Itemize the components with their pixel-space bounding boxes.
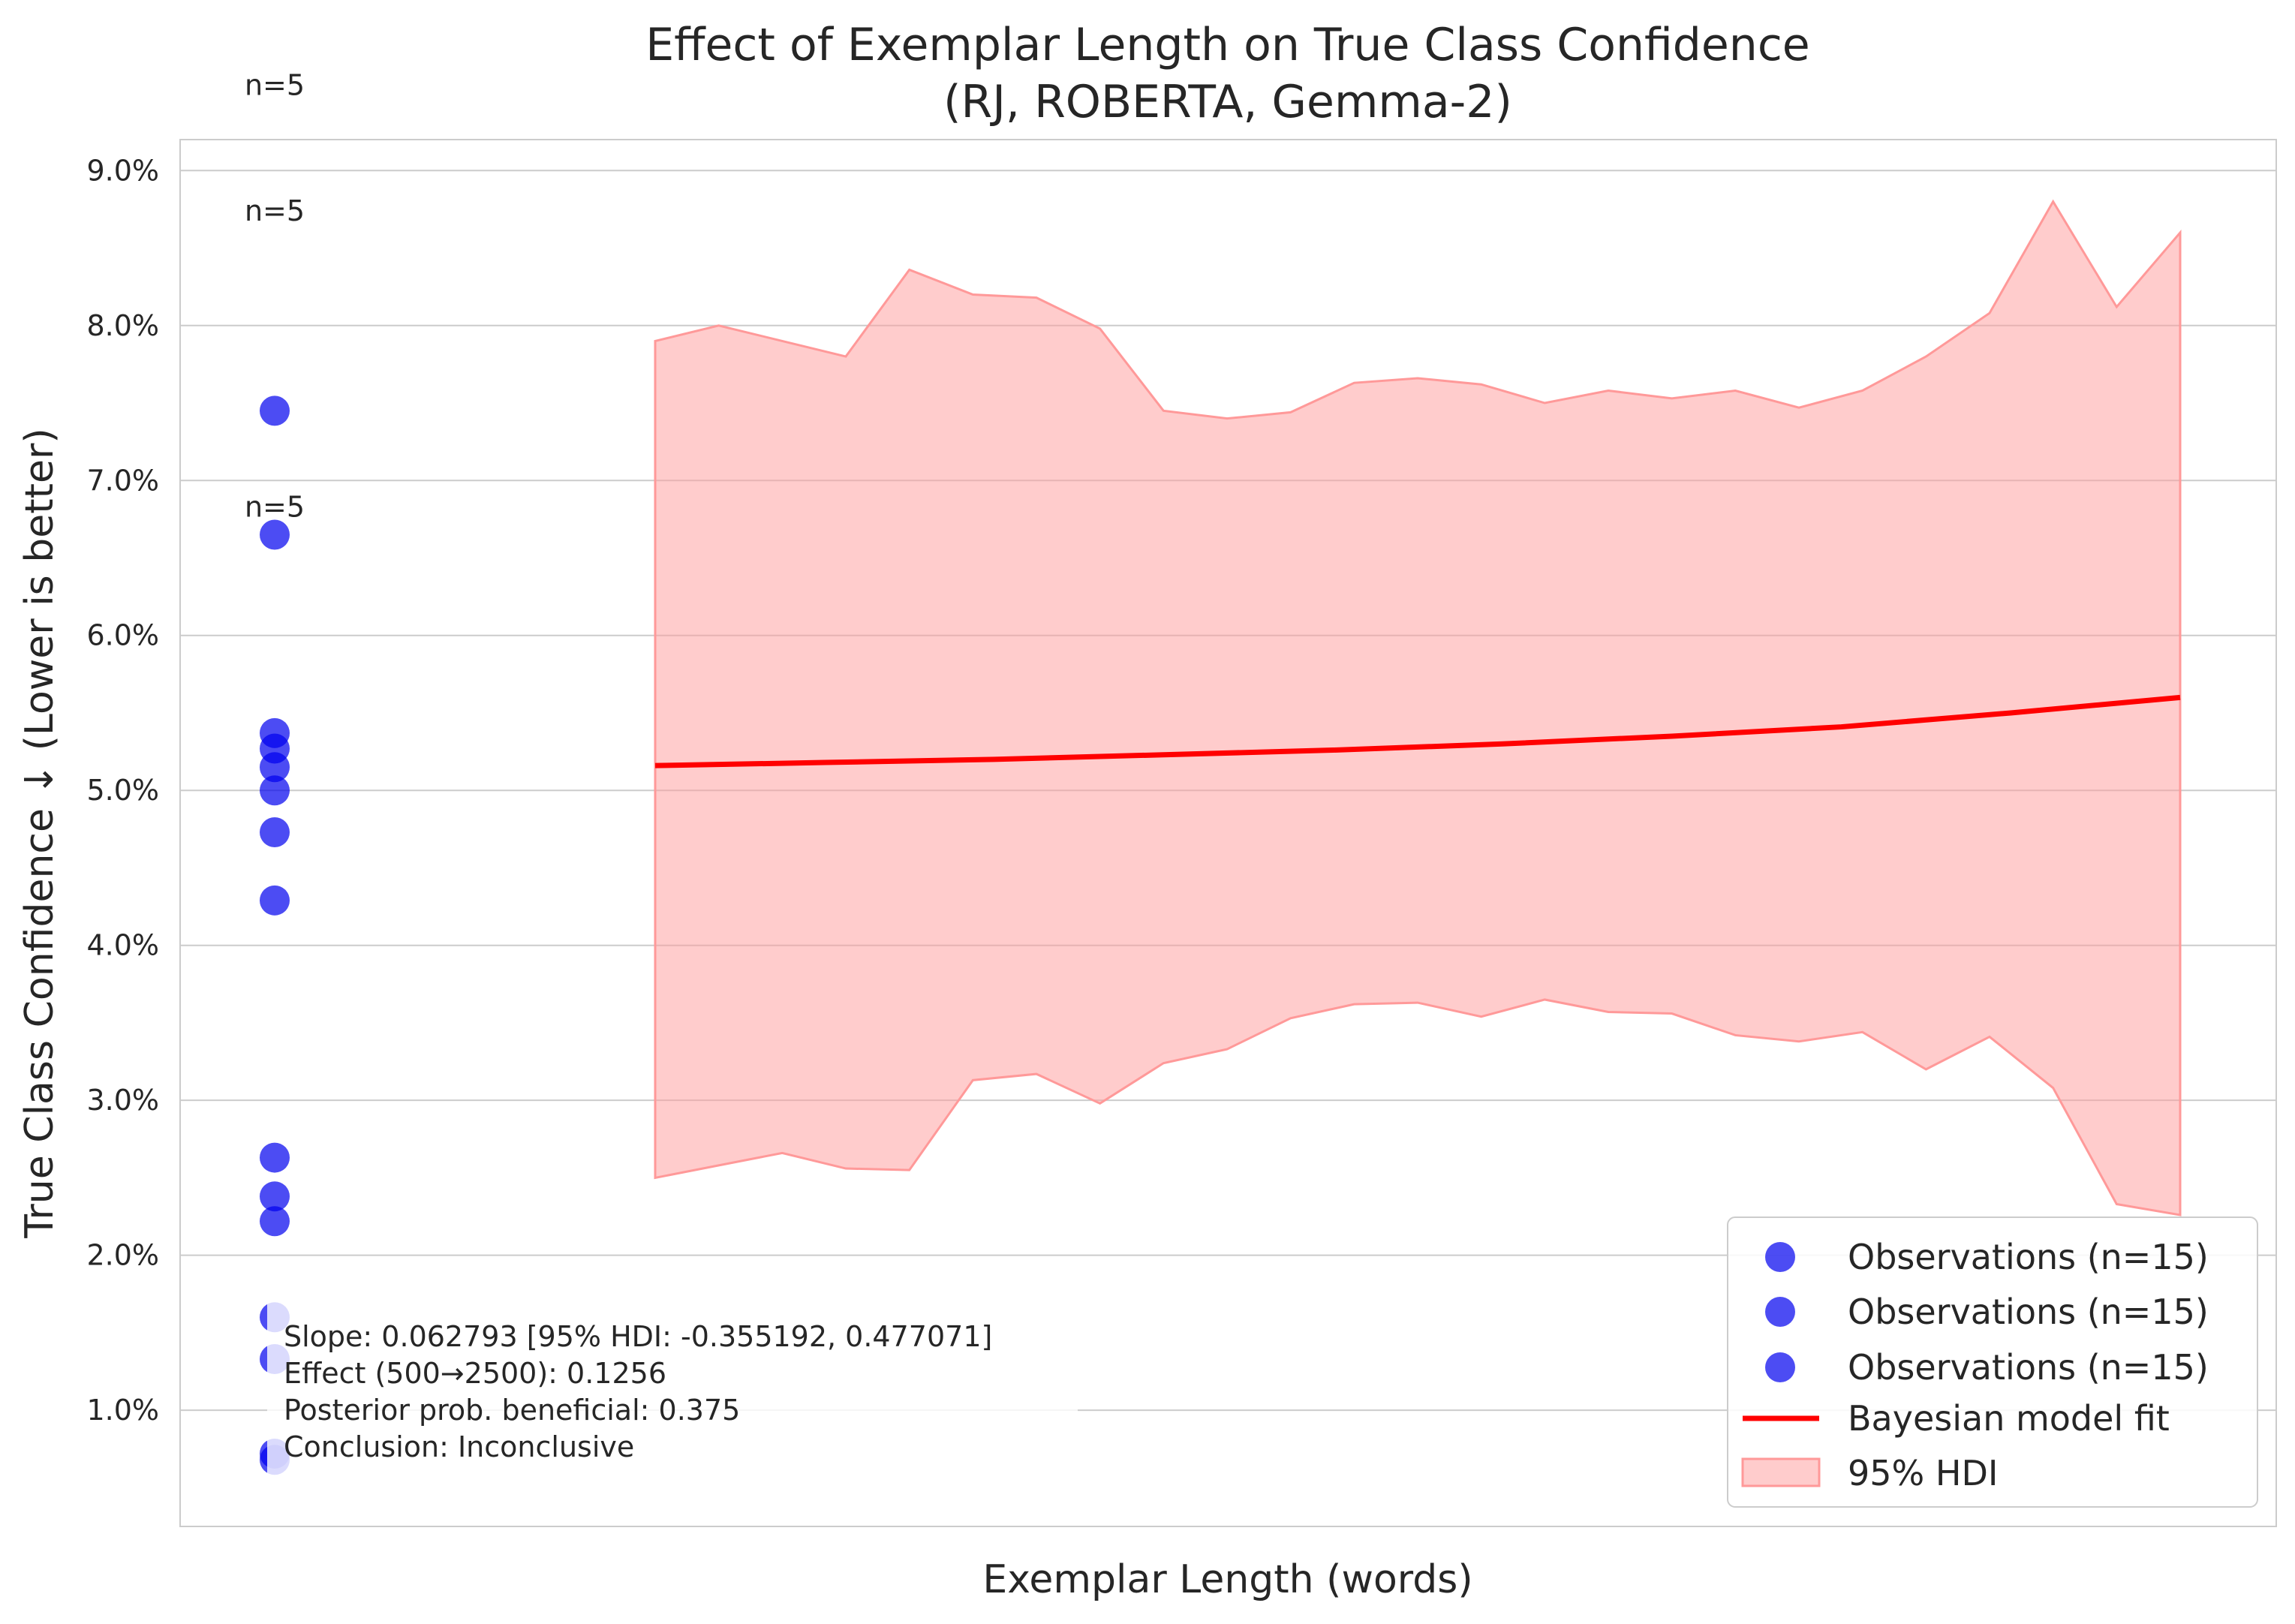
y-tick-label: 2.0% [86,1239,159,1272]
observation-point [260,775,290,806]
observation-point [260,519,290,550]
y-tick-label: 7.0% [86,464,159,497]
legend-label-model-fit: Bayesian model fit [1848,1398,2170,1439]
y-tick-label: 4.0% [86,929,159,962]
legend-patch-hdi [1741,1457,1821,1487]
x-axis-label: Exemplar Length (words) [982,1557,1472,1602]
legend-frame [1727,1216,2258,1508]
observation-point [260,752,290,783]
legend-marker-observations-1 [1765,1242,1795,1272]
observation-point [260,395,290,426]
legend-marker-observations-3 [1765,1352,1795,1382]
legend-label-observations-3: Observations (n=15) [1848,1347,2209,1388]
legend-label-observations-2: Observations (n=15) [1848,1292,2209,1332]
stats-line-1: Slope: 0.062793 [95% HDI: -0.355192, 0.4… [284,1320,992,1353]
stats-box: Slope: 0.062793 [95% HDI: -0.355192, 0.4… [267,1300,1078,1480]
y-axis-label: True Class Confidence ↓ (Lower is better… [17,428,62,1238]
plot-area: 1.0% 2.0% 3.0% 4.0% 5.0% 6.0% 7.0% 8.0% 9.0% n=5… [86,69,2277,1527]
stats-box-background [267,1300,1078,1480]
observation-point [260,1142,290,1173]
hdi-band [654,199,2182,1216]
count-label: n=5 [245,490,305,523]
legend: Observations (n=15) Observations (n=15) … [1727,1216,2258,1508]
y-tick-label: 6.0% [86,619,159,652]
legend-label-hdi: 95% HDI [1848,1453,1998,1493]
count-labels: n=5 n=5 n=5 [245,69,305,524]
observation-point [260,1206,290,1237]
y-tick-label: 9.0% [86,154,159,187]
y-tick-label: 8.0% [86,309,159,342]
y-axis-ticks: 1.0% 2.0% 3.0% 4.0% 5.0% 6.0% 7.0% 8.0% 9.0% [86,154,159,1427]
stats-line-3: Posterior prob. beneficial: 0.375 [284,1394,740,1427]
stats-line-4: Conclusion: Inconclusive [284,1430,634,1463]
observation-point [260,1181,290,1212]
count-label: n=5 [245,194,305,227]
chart-title-line-2: (RJ, ROBERTA, Gemma-2) [943,76,1512,128]
chart-title-line-1: Effect of Exemplar Length on True Class … [645,19,1809,71]
legend-label-observations-1: Observations (n=15) [1848,1237,2209,1277]
observation-point [260,817,290,847]
y-tick-label: 5.0% [86,774,159,807]
observation-point [260,885,290,916]
stats-line-2: Effect (500→2500): 0.1256 [284,1357,666,1390]
count-label: n=5 [245,69,305,102]
y-tick-label: 1.0% [86,1394,159,1427]
y-tick-label: 3.0% [86,1084,159,1117]
legend-marker-observations-2 [1765,1297,1795,1327]
model-fit-line [654,694,2181,768]
